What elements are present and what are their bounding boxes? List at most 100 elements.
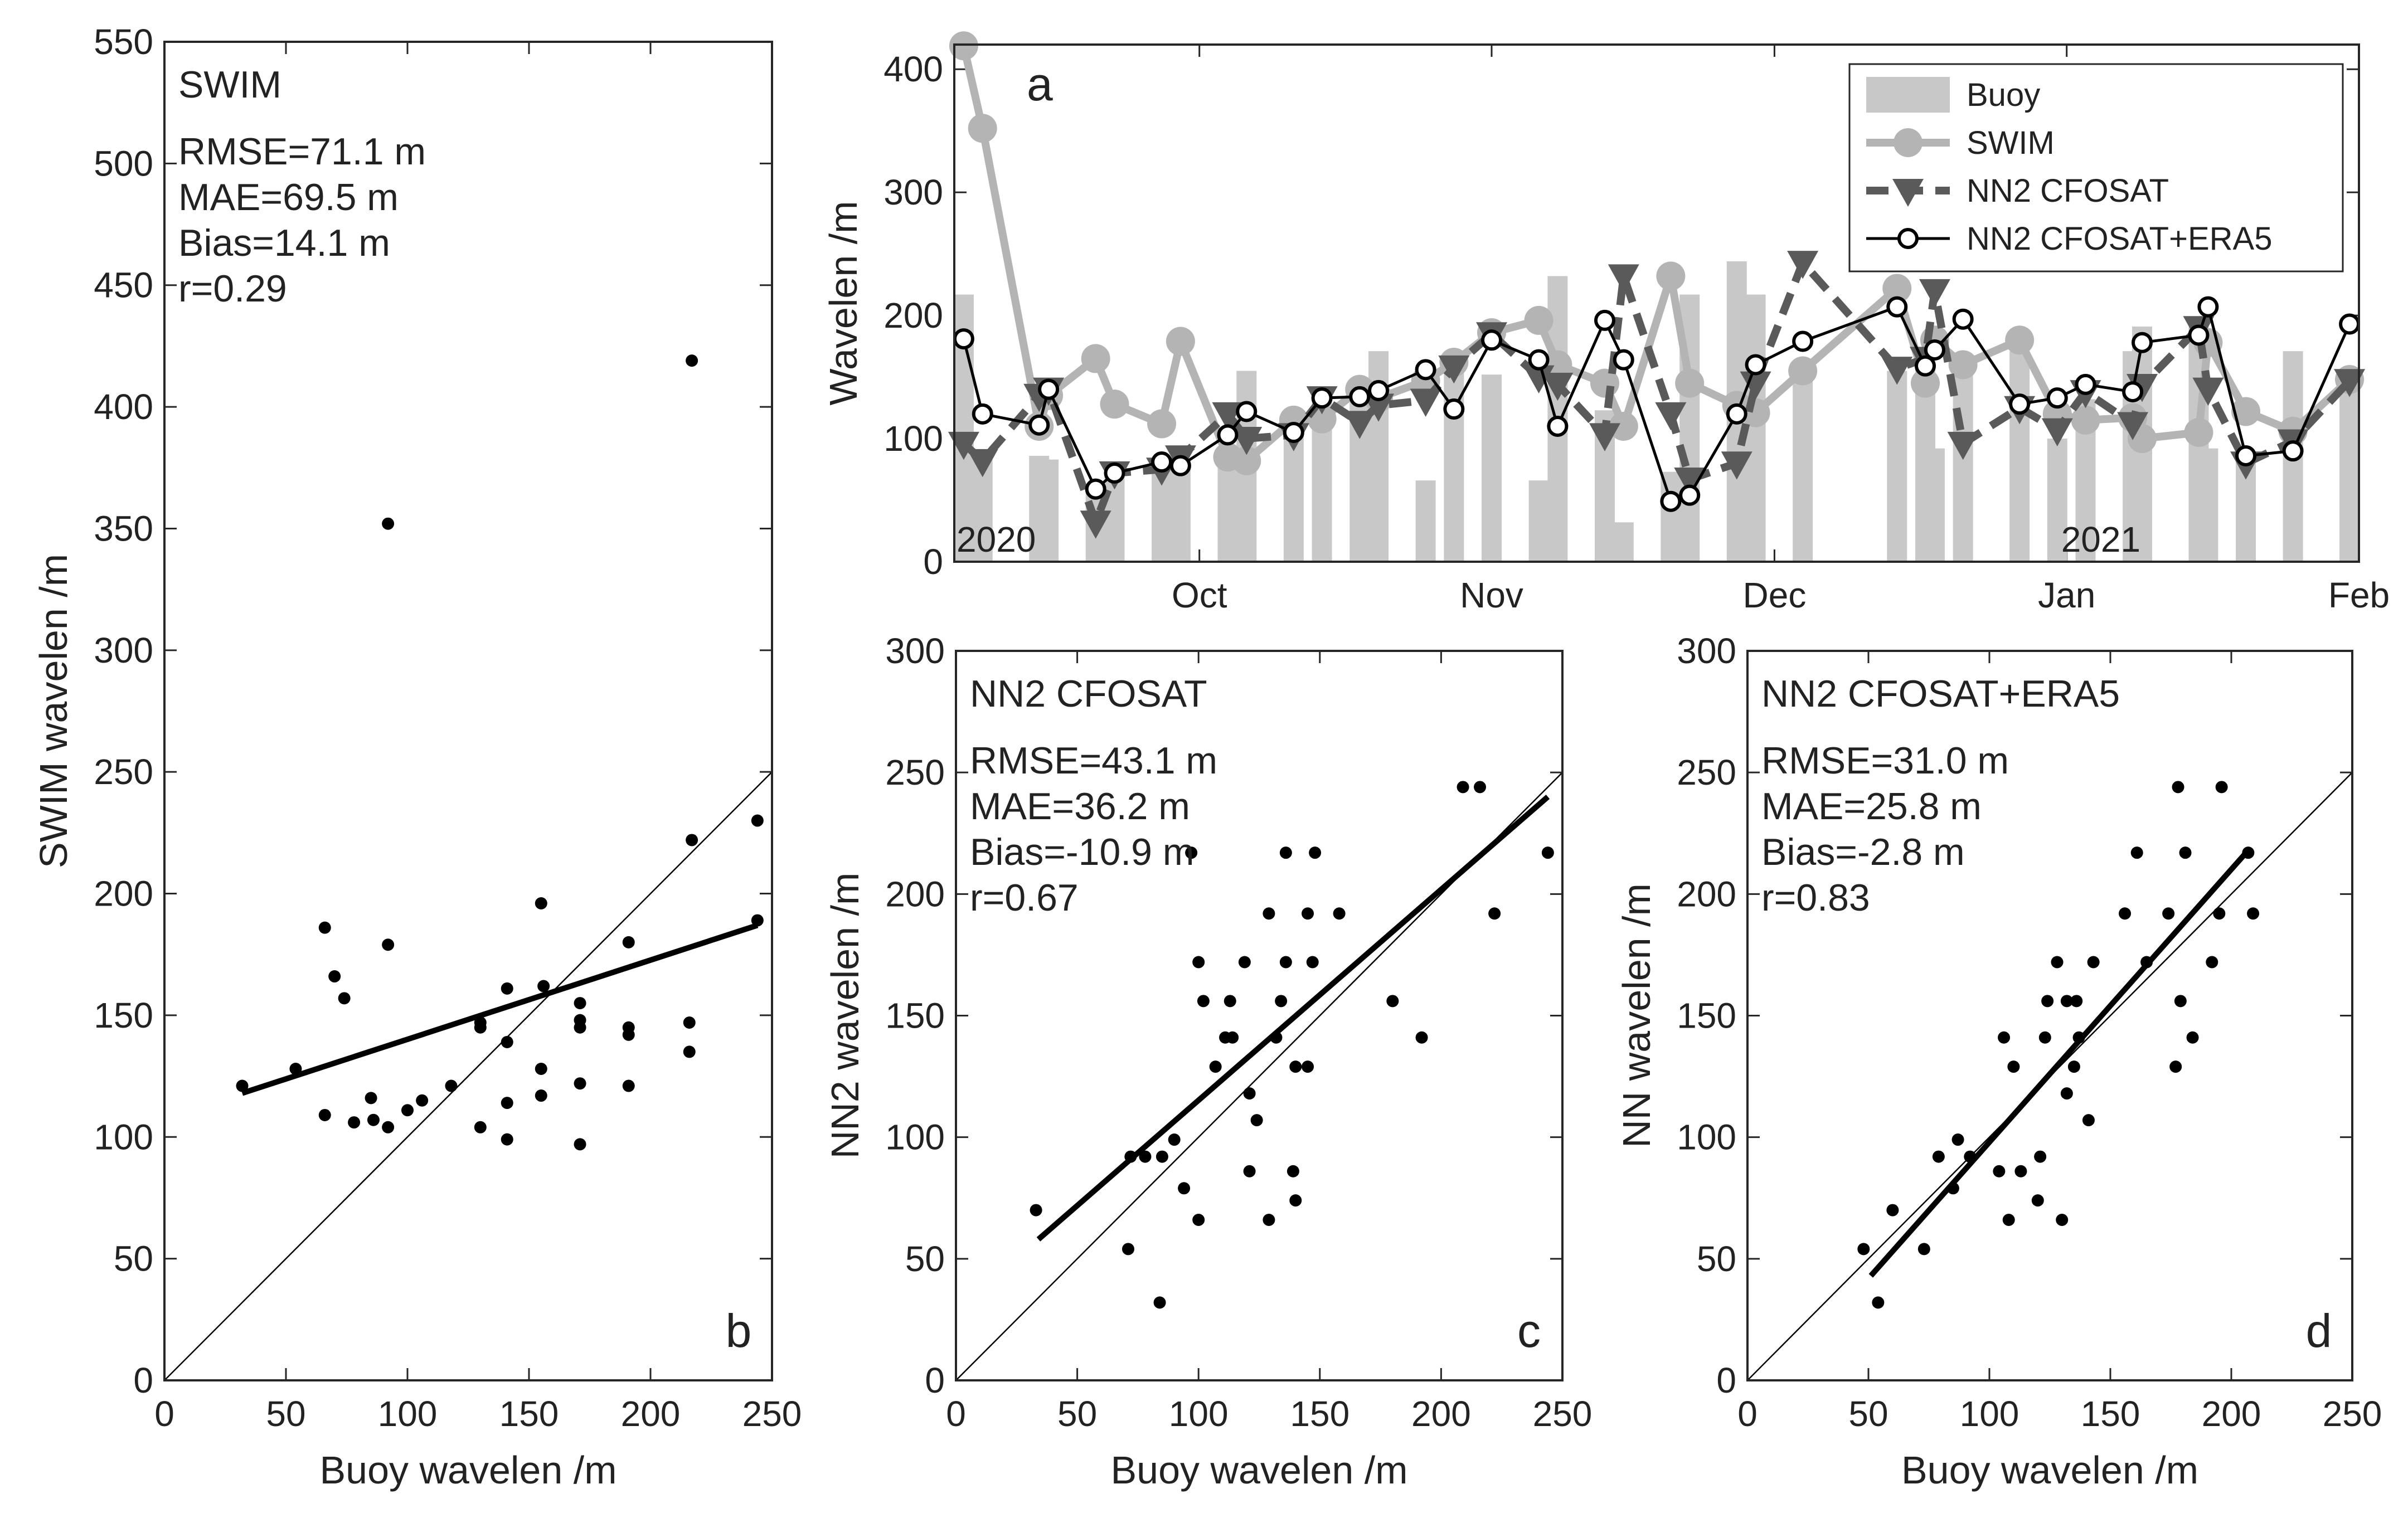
stat-line: MAE=69.5 m [178,176,399,218]
data-point [622,1021,635,1034]
stat-line: r=0.29 [178,267,287,310]
data-point [2172,781,2184,794]
x-tick-label: 250 [2323,1394,2382,1434]
stat-line: MAE=36.2 m [970,785,1190,828]
era5-marker [1547,415,1569,437]
data-point [1243,1087,1256,1100]
data-point [501,1035,513,1048]
data-point [328,970,341,983]
y-tick-label: 250 [1677,752,1736,792]
swim-marker [1081,344,1110,373]
data-point [2038,1031,2051,1044]
swim-marker [1675,368,1705,398]
x-tick-label: 50 [1057,1394,1097,1434]
x-tick-label: 100 [378,1394,438,1434]
era5-marker [2339,313,2361,335]
data-point [1306,956,1319,969]
data-point [2031,1194,2044,1207]
era5-marker [2075,373,2096,395]
era5-marker [1368,380,1390,401]
era5-marker [1924,339,1945,361]
y-tick-label: 100 [883,419,943,459]
era5-marker [2282,440,2304,462]
panel-letter: c [1517,1305,1541,1357]
era5-marker [1952,308,1974,330]
legend-label-swim: SWIM [1967,125,2055,161]
data-point [1156,1150,1168,1163]
data-point [445,1079,458,1092]
data-point [401,1104,414,1117]
data-point [289,1062,302,1075]
y-tick-label: 50 [114,1239,153,1279]
era5-marker [1169,455,1191,476]
data-point [1178,1182,1191,1195]
data-point [2130,846,2143,859]
x-tick-label: 100 [1960,1394,2019,1434]
data-point [535,1089,547,1102]
one-to-one-line [164,771,773,1381]
data-point [2072,1031,2085,1044]
data-point [338,992,351,1005]
era5-marker [1528,349,1550,371]
swim-marker [1788,356,1818,386]
plot-frame [163,41,773,1381]
era5-marker [1349,386,1371,407]
data-point [574,1077,586,1090]
data-point [622,1079,635,1092]
data-point [318,921,331,934]
data-point [2242,846,2255,859]
era5-marker [1915,355,1936,377]
y-tick-label: 500 [94,143,153,183]
data-point [686,834,698,846]
regression-line [1036,795,1550,1242]
data-point [2070,995,2083,1008]
data-point [1302,1060,1314,1073]
nn2-marker [1881,357,1913,385]
y-tick-label: 250 [885,752,945,792]
data-point [686,354,698,367]
y-tick-label: 0 [133,1360,153,1400]
data-point [574,997,586,1010]
data-point [1238,956,1251,969]
data-point [751,814,764,827]
data-point [501,1097,513,1110]
buoy-bar [1170,459,1191,562]
nn2-marker [948,431,979,460]
swim-marker [1882,274,1912,303]
legend-swatch-buoy [1866,77,1950,113]
data-point [1946,1182,1959,1195]
panel-c-nn2-cfosat-scatter-chart: 0 50 100 150 200 250 0 50 100 150 200 250 300 NN2 CFO… [823,631,1592,1492]
x-tick-label: 150 [1290,1394,1349,1434]
data-point [2034,1150,2047,1163]
x-tick-label: 100 [1169,1394,1229,1434]
data-point [2082,1114,2095,1127]
y-tick-label: 350 [94,508,153,548]
data-point [1932,1150,1945,1163]
data-point [1302,907,1314,920]
era5-marker [1679,484,1701,506]
data-point [2186,1031,2199,1044]
y-tick-label: 50 [1697,1239,1736,1279]
data-point [1243,1165,1256,1178]
era5-marker [1217,424,1239,446]
y-tick-label: 0 [1716,1360,1736,1400]
y-axis-label: NN wavelen /m [1615,883,1658,1148]
y-tick-label: 150 [1677,996,1736,1036]
legend: Buoy SWIM NN2 CFOSAT NN2 CFOSAT+ERA5 [1848,63,2344,273]
data-point [1250,1114,1263,1127]
data-point [1124,1150,1137,1163]
era5-marker [1660,490,1682,512]
stat-line: RMSE=71.1 m [178,130,426,173]
data-point [574,1138,586,1151]
data-point [1279,846,1292,859]
data-point [348,1116,361,1129]
era5-marker [2009,393,2031,415]
legend-marker-swim [1894,128,1922,157]
data-point [1857,1243,1870,1256]
era5-marker [1038,378,1060,400]
y-tick-label: 50 [905,1239,945,1279]
swim-marker [949,31,978,61]
data-point [382,938,395,951]
y-tick-label: 200 [94,874,153,914]
swim-marker [1100,390,1129,419]
